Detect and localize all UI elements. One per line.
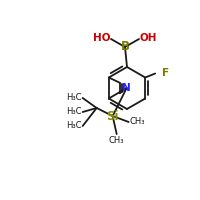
Text: H₃C: H₃C xyxy=(66,94,82,102)
Text: B: B xyxy=(120,40,130,53)
Text: N: N xyxy=(122,83,131,93)
Text: OH: OH xyxy=(140,33,158,43)
Text: HO: HO xyxy=(92,33,110,43)
Text: H₃C: H₃C xyxy=(66,121,82,130)
Text: CH₃: CH₃ xyxy=(130,117,145,127)
Text: CH₃: CH₃ xyxy=(109,136,124,145)
Text: H₃C: H₃C xyxy=(66,108,82,116)
Text: Si: Si xyxy=(106,110,119,122)
Text: F: F xyxy=(162,68,169,78)
